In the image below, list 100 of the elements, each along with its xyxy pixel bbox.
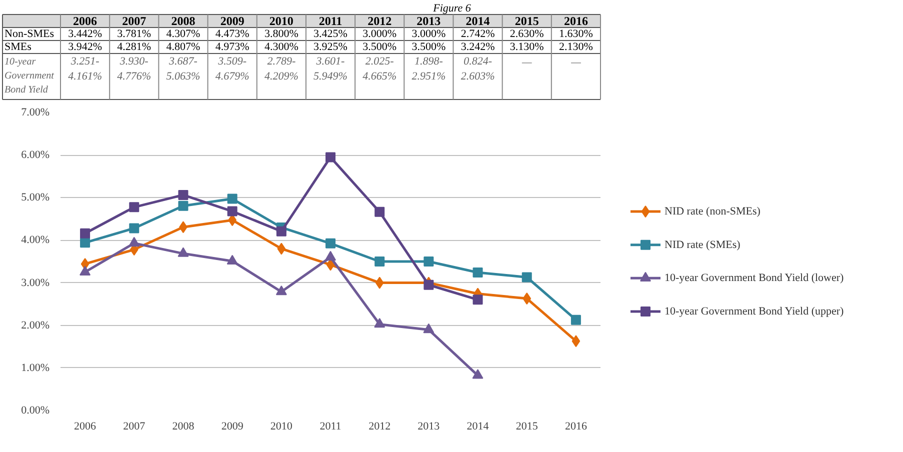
data-label: 1.898- [414, 56, 444, 68]
point [80, 228, 90, 238]
data-label: 3.000% [412, 28, 446, 40]
data-label: 3.601- [315, 56, 346, 68]
data-label: 3.925% [314, 41, 348, 53]
point [570, 314, 581, 325]
point [472, 294, 483, 305]
y-tick-label: 5.00% [21, 192, 50, 204]
data-label: 4.807% [166, 41, 200, 53]
data-label: 3.500% [362, 41, 397, 53]
x-tick-label: 2016 [564, 420, 588, 432]
data-label: 4.665% [362, 70, 397, 82]
data-label: 3.251- [70, 56, 100, 68]
point [178, 200, 188, 211]
data-label: 4.973% [215, 41, 250, 53]
point [472, 267, 483, 278]
point [227, 206, 238, 216]
x-tick-label: 2015 [516, 420, 538, 432]
point [80, 266, 91, 276]
y-tick-label: 3.00% [21, 276, 50, 289]
data-label: 4.307% [166, 28, 200, 40]
text: SMEs [4, 41, 32, 53]
point [128, 236, 140, 247]
point [325, 250, 336, 261]
y-tick-label: 2.00% [21, 319, 50, 332]
y-tick-label: 0.00% [21, 404, 50, 416]
data-label: 3.930- [118, 56, 149, 68]
data-label: 2.742% [460, 28, 495, 40]
text: — [571, 56, 581, 68]
point [375, 276, 384, 289]
category-label: 2012 [368, 14, 392, 28]
point [522, 272, 532, 282]
point [572, 335, 580, 348]
point [277, 242, 286, 255]
point [423, 323, 434, 334]
point [178, 247, 189, 257]
data-label: 3.687- [168, 56, 198, 68]
point [424, 280, 434, 290]
data-label: 4.776% [117, 70, 152, 82]
point [80, 238, 90, 248]
data-label: 3.500% [412, 41, 446, 53]
point [522, 292, 532, 305]
data-label: 2.025- [365, 56, 394, 68]
y-tick-label: 4.00% [21, 234, 50, 246]
point [129, 223, 140, 234]
data-label: 2.603% [460, 70, 495, 82]
data-label: 4.209% [264, 70, 298, 82]
text: 10-year Government Bond Yield [4, 56, 54, 96]
data-label: 2.130% [559, 41, 593, 53]
point [374, 206, 385, 217]
x-tick-label: 2012 [368, 420, 391, 432]
category-label: 2016 [564, 14, 588, 28]
x-tick-label: 2014 [466, 420, 490, 432]
data-label: 5.949% [314, 70, 348, 82]
legend-label: NID rate (non-SMEs) [664, 206, 761, 218]
x-tick-label: 2006 [74, 420, 97, 432]
legend-label: 10-year Government Bond Yield (lower) [664, 272, 844, 284]
data-label: 2.951% [412, 70, 446, 82]
point [276, 226, 286, 236]
y-tick-label: 6.00% [21, 149, 50, 162]
text: Non-SMEs [4, 28, 54, 40]
data-label: 4.281% [117, 41, 152, 53]
category-label: 2013 [416, 14, 441, 28]
data-label: 3.000% [362, 28, 397, 40]
data-label: 3.242% [460, 41, 495, 53]
point [276, 285, 287, 296]
point [326, 238, 336, 248]
point [374, 256, 385, 266]
data-label: 1.630% [559, 28, 593, 40]
data-label: 3.442% [68, 28, 102, 40]
x-tick-label: 2013 [418, 420, 440, 432]
point [374, 318, 386, 328]
x-tick-label: 2007 [123, 420, 146, 432]
data-label: 2.630% [510, 28, 544, 40]
legend-label: 10-year Government Bond Yield (upper) [664, 305, 844, 318]
data-label: 3.130% [510, 41, 544, 53]
category-label: 2010 [269, 14, 294, 28]
text: — [522, 56, 532, 68]
data-label: 3.509- [217, 56, 247, 68]
data-label: 4.473% [215, 28, 250, 40]
point [227, 194, 238, 204]
data-label: 4.679% [215, 70, 250, 82]
data-label: 3.781% [117, 28, 152, 40]
data-label: 4.161% [68, 70, 102, 82]
y-tick-label: 1.00% [21, 362, 50, 374]
point [326, 152, 336, 162]
data-label: 5.063% [166, 70, 200, 82]
data-label: 2.789- [267, 56, 296, 68]
data-label: 3.942% [68, 41, 102, 53]
category-label: 2007 [122, 14, 146, 28]
point [178, 190, 188, 200]
category-label: 2015 [514, 14, 539, 28]
data-label: 0.824- [464, 56, 492, 68]
category-label: 2009 [220, 14, 244, 28]
category-label: 2008 [171, 14, 196, 28]
data-label: 3.800% [264, 28, 298, 40]
point [226, 254, 238, 265]
legend-label: NID rate (SMEs) [664, 238, 741, 251]
point [424, 256, 434, 266]
category-label: 2011 [318, 14, 342, 28]
